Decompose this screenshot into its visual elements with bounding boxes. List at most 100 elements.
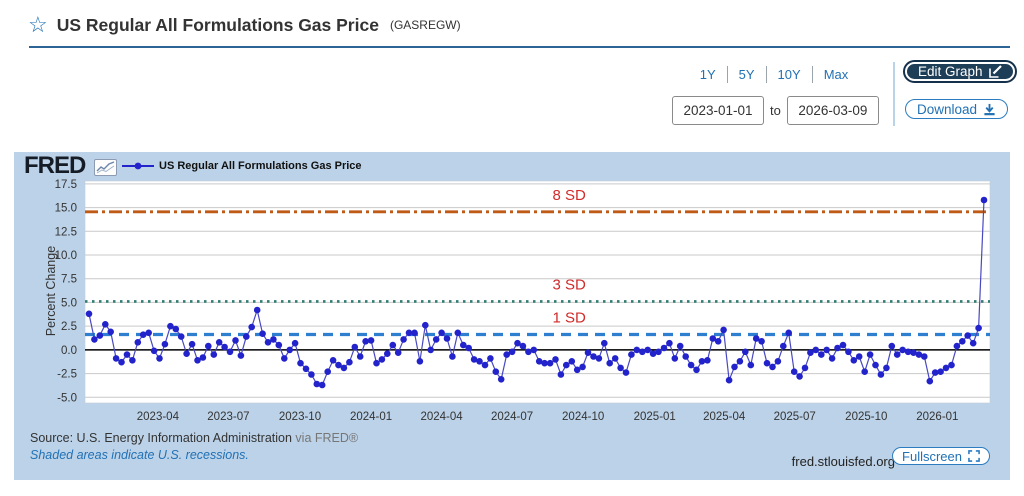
data-point[interactable]: [476, 358, 483, 365]
data-point[interactable]: [177, 333, 185, 340]
data-point[interactable]: [313, 380, 321, 388]
data-point[interactable]: [693, 366, 700, 374]
data-point[interactable]: [438, 329, 445, 337]
data-point[interactable]: [394, 349, 402, 356]
data-point[interactable]: [324, 368, 332, 375]
range-1y[interactable]: 1Y: [699, 67, 716, 82]
data-point[interactable]: [883, 364, 890, 372]
data-point[interactable]: [931, 369, 939, 376]
data-point[interactable]: [611, 355, 619, 362]
data-point[interactable]: [812, 346, 820, 354]
data-point[interactable]: [362, 338, 369, 345]
data-point[interactable]: [243, 333, 250, 340]
plot-area[interactable]: 17.5 15.0 12.5 10.0 7.5 5.0 2.5 0.0 -2.5 -5.0 8 SD…: [14, 178, 994, 431]
data-point[interactable]: [356, 353, 364, 360]
data-point[interactable]: [720, 326, 727, 334]
data-point[interactable]: [286, 346, 294, 354]
data-point[interactable]: [514, 339, 521, 347]
data-point[interactable]: [508, 348, 516, 356]
data-point[interactable]: [899, 346, 906, 354]
data-point[interactable]: [877, 371, 885, 378]
data-point[interactable]: [297, 359, 304, 367]
data-point[interactable]: [291, 339, 299, 347]
data-point[interactable]: [318, 381, 326, 389]
data-point[interactable]: [199, 354, 207, 361]
data-point[interactable]: [535, 358, 543, 365]
data-point[interactable]: [102, 321, 109, 328]
data-point[interactable]: [676, 342, 684, 350]
data-point[interactable]: [855, 353, 863, 360]
range-10y[interactable]: 10Y: [777, 67, 801, 82]
recession-note[interactable]: Shaded areas indicate U.S. recessions.: [30, 448, 249, 462]
data-point[interactable]: [959, 338, 966, 345]
data-point[interactable]: [579, 363, 586, 371]
data-point[interactable]: [443, 335, 451, 342]
data-point[interactable]: [492, 368, 500, 375]
data-point[interactable]: [872, 361, 879, 369]
data-point[interactable]: [644, 346, 651, 354]
data-point[interactable]: [384, 350, 391, 357]
data-point[interactable]: [530, 346, 538, 354]
data-point[interactable]: [449, 353, 456, 360]
range-max[interactable]: Max: [823, 67, 849, 82]
data-point[interactable]: [704, 357, 711, 364]
data-point[interactable]: [666, 339, 673, 347]
data-point[interactable]: [888, 342, 896, 350]
data-point[interactable]: [123, 351, 131, 358]
data-point[interactable]: [422, 321, 429, 329]
data-point[interactable]: [91, 336, 98, 343]
data-point[interactable]: [839, 341, 847, 349]
data-point[interactable]: [112, 355, 120, 362]
data-point[interactable]: [427, 346, 435, 354]
data-point[interactable]: [281, 355, 288, 362]
data-point[interactable]: [801, 364, 809, 372]
data-point[interactable]: [161, 340, 169, 348]
range-5y[interactable]: 5Y: [738, 67, 755, 82]
series-legend[interactable]: US Regular All Formulations Gas Price: [122, 160, 362, 172]
data-point[interactable]: [221, 343, 228, 351]
data-point[interactable]: [205, 342, 212, 350]
data-point[interactable]: [470, 356, 478, 363]
data-point[interactable]: [546, 359, 554, 367]
data-point[interactable]: [150, 347, 158, 355]
data-point[interactable]: [736, 358, 744, 365]
data-point[interactable]: [893, 351, 901, 358]
star-outline-icon[interactable]: ☆: [28, 12, 48, 37]
data-point[interactable]: [980, 196, 988, 204]
data-point[interactable]: [563, 361, 570, 369]
data-point[interactable]: [416, 358, 424, 365]
data-point[interactable]: [953, 342, 961, 350]
data-point[interactable]: [302, 365, 310, 373]
data-point[interactable]: [188, 340, 196, 348]
data-point[interactable]: [780, 342, 787, 350]
data-point[interactable]: [639, 348, 646, 356]
data-point[interactable]: [270, 336, 277, 343]
data-point[interactable]: [351, 343, 359, 351]
data-point[interactable]: [785, 329, 792, 337]
data-point[interactable]: [275, 341, 283, 349]
data-point[interactable]: [904, 348, 912, 356]
data-point[interactable]: [145, 329, 152, 337]
data-point[interactable]: [818, 351, 825, 358]
data-point[interactable]: [460, 341, 467, 349]
data-point[interactable]: [828, 355, 836, 362]
data-point[interactable]: [487, 355, 494, 362]
data-point[interactable]: [584, 349, 592, 356]
start-date-input[interactable]: [672, 96, 764, 125]
data-point[interactable]: [226, 348, 234, 356]
data-point[interactable]: [237, 352, 245, 359]
data-point[interactable]: [725, 376, 733, 384]
data-point[interactable]: [807, 349, 814, 356]
data-point[interactable]: [617, 364, 624, 372]
data-point[interactable]: [969, 339, 977, 347]
download-button[interactable]: Download: [905, 99, 1009, 119]
data-point[interactable]: [671, 355, 679, 362]
data-point[interactable]: [465, 344, 473, 352]
data-point[interactable]: [378, 356, 386, 363]
data-point[interactable]: [601, 339, 608, 347]
data-point[interactable]: [139, 331, 147, 338]
data-point[interactable]: [432, 336, 440, 343]
data-point[interactable]: [264, 339, 272, 346]
edit-graph-button[interactable]: Edit Graph: [903, 60, 1017, 83]
data-point[interactable]: [156, 355, 163, 362]
